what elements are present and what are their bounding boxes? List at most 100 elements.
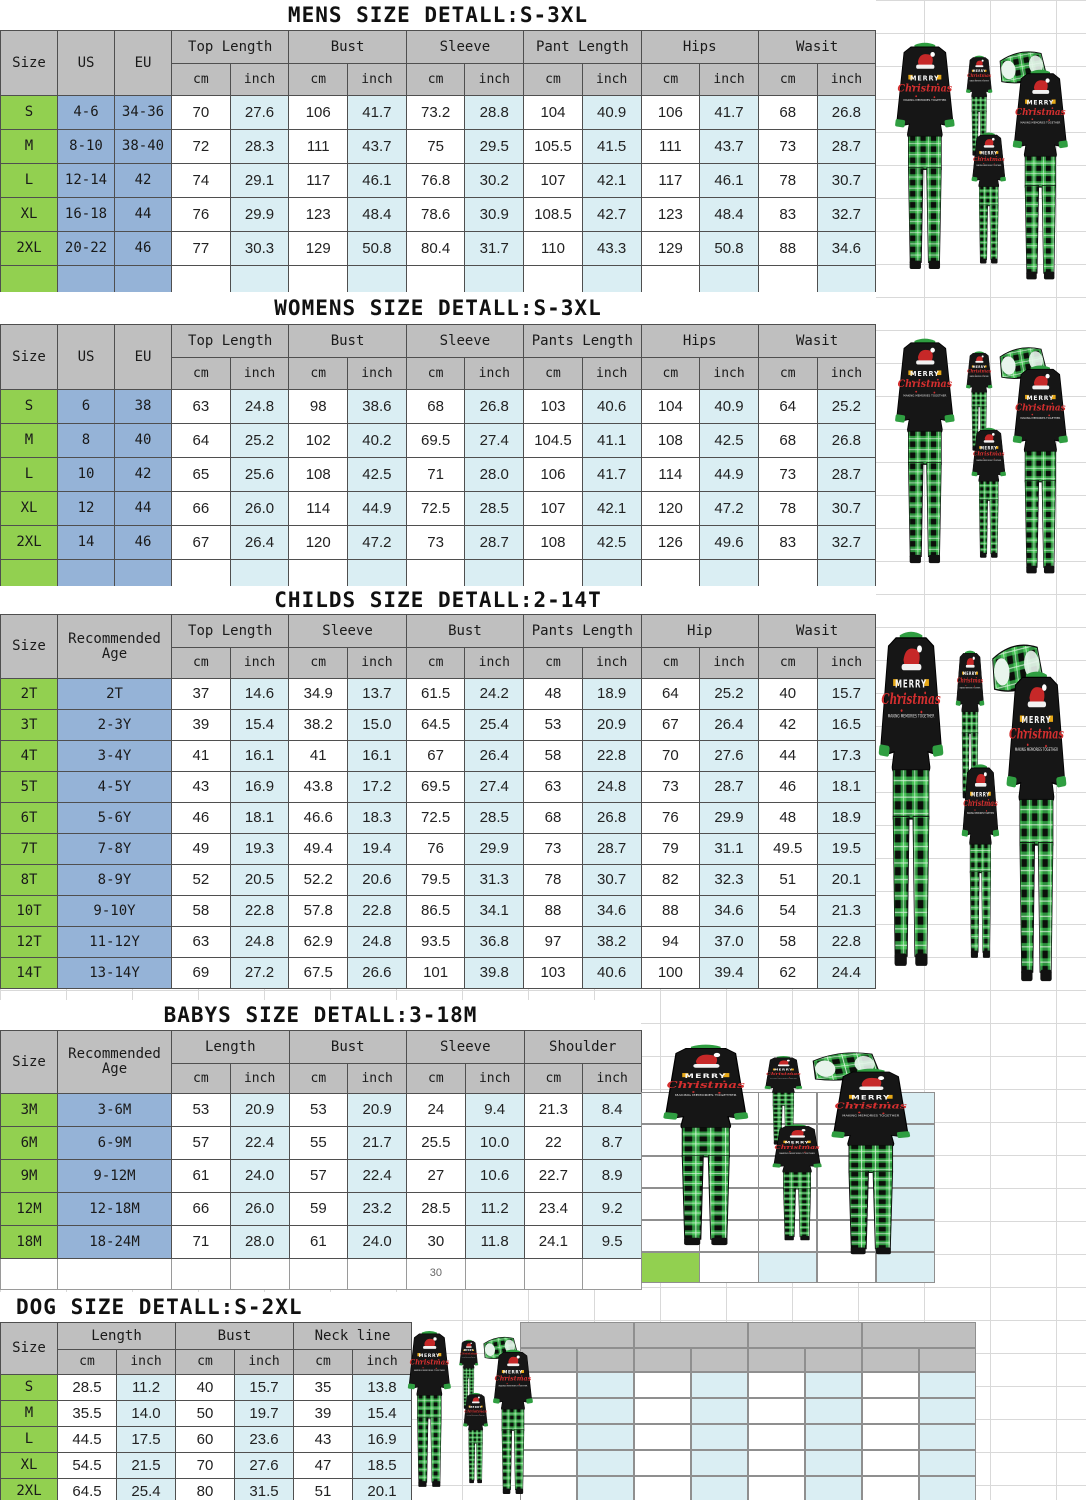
size-row: L 12-14 42 74 29.1 117 46.1 76.8 30.2 107 42.1 117 4…	[0, 163, 877, 198]
unit-header: inch	[229, 63, 290, 96]
empty-cell	[229, 265, 290, 293]
value-cell: 64.5	[405, 709, 466, 741]
value-cell: 72	[171, 129, 231, 164]
value-cell: 25.6	[229, 457, 290, 492]
value-cell: 22.4	[229, 1126, 290, 1160]
size-row: M 8-10 38-40 72 28.3 111 43.7 75 29.5 105.5 41.5 11…	[0, 129, 877, 164]
value-cell: 73	[757, 457, 818, 492]
measure-group-header: Sleeve	[288, 614, 407, 648]
unit-header: inch	[229, 647, 290, 679]
measure-group-header: Wasit	[757, 614, 877, 648]
empty-grid-cell	[690, 1475, 748, 1500]
empty-grid-cell	[804, 1423, 862, 1450]
value-cell: 21.5	[116, 1452, 176, 1479]
value-cell: 83	[757, 197, 818, 232]
value-cell: 123	[288, 197, 349, 232]
value-cell: 78	[757, 491, 818, 526]
empty-cell	[523, 265, 583, 293]
value-cell: 22.8	[347, 895, 407, 927]
value-cell: 43.7	[347, 129, 407, 164]
value-cell: 106	[288, 95, 349, 130]
value-cell: 41.7	[581, 457, 642, 492]
value-cell: 61	[288, 1225, 349, 1259]
value-cell: 25.2	[816, 389, 877, 424]
value-cell: 101	[405, 957, 466, 989]
size-cell: S	[0, 1374, 58, 1401]
value-cell: 20.6	[347, 864, 407, 896]
empty-cell	[347, 559, 407, 587]
value-cell: 51	[757, 864, 818, 896]
measure-group-header: Top Length	[170, 30, 290, 64]
value-cell: 42.5	[347, 457, 407, 492]
value-cell: 3-6M	[57, 1093, 172, 1127]
value-cell: 29.5	[464, 129, 525, 164]
womens-title: WOMENS SIZE DETALL:S-3XL	[0, 292, 876, 324]
size-cell: 6M	[0, 1126, 58, 1160]
value-cell: 86.5	[405, 895, 466, 927]
value-cell: 3-4Y	[57, 740, 172, 772]
size-row: 7T 7-8Y 49 19.3 49.4 19.4 76 29.9 73 28.7 79 31.1 49…	[0, 833, 877, 865]
value-cell: 12-14	[57, 163, 115, 198]
unit-header: inch	[699, 357, 759, 390]
value-cell: 102	[288, 423, 349, 458]
value-cell: 10.0	[464, 1126, 525, 1160]
size-cell: 5T	[0, 771, 58, 803]
value-cell: 40.9	[581, 95, 642, 130]
value-cell: 50.8	[347, 231, 407, 266]
value-cell: 43.8	[288, 771, 349, 803]
mens-product-image	[876, 24, 1086, 288]
value-cell: 14.6	[229, 678, 290, 710]
size-cell: L	[0, 457, 58, 492]
size-row: S 6 38 63 24.8 98 38.6 68 26.8 103 40.6 104 40.9 64 25…	[0, 389, 877, 424]
size-cell: M	[0, 129, 58, 164]
measure-group-header: Bust	[405, 614, 525, 648]
empty-cell	[581, 265, 642, 293]
value-cell: 22.8	[581, 740, 642, 772]
value-cell: 68	[757, 95, 818, 130]
value-cell: 46	[114, 525, 172, 560]
empty-grid-cell	[576, 1371, 634, 1398]
value-cell: 6-9M	[57, 1126, 172, 1160]
value-cell: 18.3	[347, 802, 407, 834]
unit-header: cm	[405, 647, 466, 679]
unit-header: inch	[699, 647, 759, 679]
value-cell: 69	[171, 957, 231, 989]
value-cell: 77	[171, 231, 231, 266]
empty-grid-cell	[747, 1371, 805, 1398]
value-cell: 26.8	[464, 389, 525, 424]
value-cell: 38	[114, 389, 172, 424]
value-cell: 68	[405, 389, 466, 424]
value-cell: 28.7	[581, 833, 642, 865]
value-cell: 48	[757, 802, 818, 834]
value-cell: 68	[523, 802, 583, 834]
empty-grid-cell	[804, 1347, 862, 1372]
empty-grid-cell	[576, 1449, 634, 1476]
value-cell: 29.9	[699, 802, 759, 834]
unit-header: cm	[288, 357, 349, 390]
value-cell: 42.1	[581, 491, 642, 526]
empty-grid-cell	[633, 1423, 691, 1450]
empty-cell	[57, 559, 115, 587]
empty-cell	[523, 1258, 584, 1290]
size-row: 6T 5-6Y 46 18.1 46.6 18.3 72.5 28.5 68 26.8 76 29.9…	[0, 802, 877, 834]
value-cell: 15.4	[229, 709, 290, 741]
value-cell: 28.8	[464, 95, 525, 130]
unit-header: cm	[406, 1063, 466, 1094]
empty-grid-cell	[861, 1423, 919, 1450]
value-cell: 22	[523, 1126, 584, 1160]
value-cell: 47	[293, 1452, 353, 1479]
value-cell: 52.2	[288, 864, 349, 896]
unit-header: cm	[640, 63, 701, 96]
value-cell: 98	[288, 389, 349, 424]
dog-empty-grid	[519, 1321, 976, 1500]
empty-cell	[405, 265, 466, 293]
unit-header: inch	[464, 647, 525, 679]
unit-header: cm	[757, 357, 818, 390]
value-cell: 63	[523, 771, 583, 803]
value-cell: 15.0	[347, 709, 407, 741]
value-cell: 20.5	[229, 864, 290, 896]
unit-header: inch	[464, 63, 525, 96]
empty-grid-cell	[804, 1397, 862, 1424]
size-cell: 10T	[0, 895, 58, 927]
babys-size-table: Size Recommended Age Length Bust Sleeve Shoul…	[0, 1030, 642, 1290]
